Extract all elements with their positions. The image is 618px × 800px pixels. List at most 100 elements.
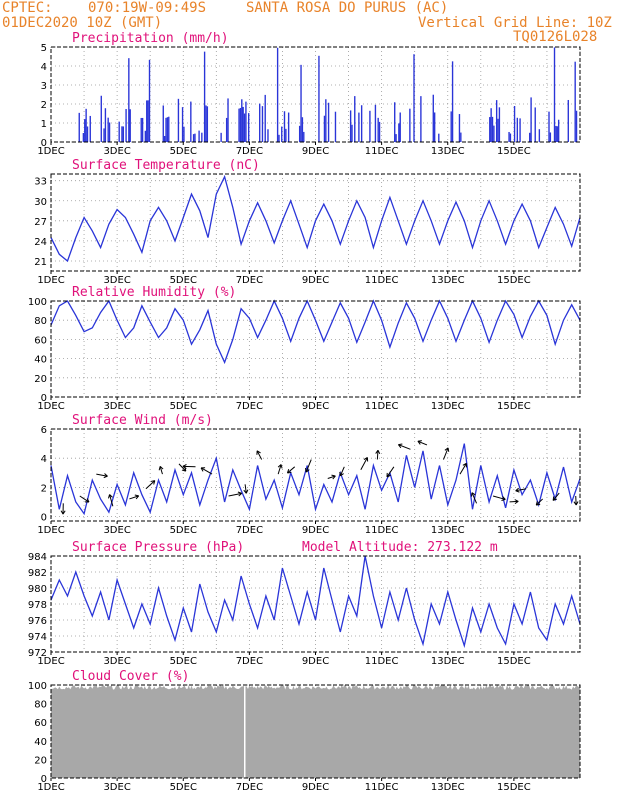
precip-bar xyxy=(206,106,209,142)
y-tick-label: 40 xyxy=(34,355,47,366)
y-tick-label: 40 xyxy=(34,737,47,748)
precip-bar xyxy=(241,99,243,142)
precip-bar xyxy=(377,117,379,142)
wind-arrow xyxy=(109,494,114,507)
x-tick-label: 11DEC xyxy=(365,782,399,793)
precip-bar xyxy=(516,117,519,142)
precip-bar xyxy=(183,126,185,142)
wind-arrow xyxy=(492,495,506,500)
wind-arrow xyxy=(417,440,428,446)
precip-bar xyxy=(264,94,266,142)
panel-title-3: Surface Wind (m/s) xyxy=(72,413,213,428)
y-tick-label: 980 xyxy=(28,584,47,595)
precip-bar xyxy=(147,100,149,142)
precip-bar xyxy=(451,61,454,142)
precip-bar xyxy=(245,101,247,142)
precip-bar xyxy=(261,106,264,142)
x-tick-label: 9DEC xyxy=(302,656,329,667)
wind-arrowhead xyxy=(305,468,310,473)
wind-arrowhead xyxy=(108,494,113,499)
y-tick-label: 80 xyxy=(34,700,47,711)
precip-bar xyxy=(553,47,556,142)
precip-bar xyxy=(141,117,144,142)
precip-bar xyxy=(162,105,164,142)
wind-arrowhead xyxy=(375,449,381,455)
precip-bar xyxy=(285,128,287,142)
x-tick-label: 13DEC xyxy=(431,275,465,286)
series-line-2 xyxy=(50,299,581,365)
x-tick-label: 7DEC xyxy=(236,275,263,286)
wind-arrowhead xyxy=(470,492,476,497)
x-tick-label: 7DEC xyxy=(236,401,263,412)
x-tick-label: 11DEC xyxy=(365,275,399,286)
panel-title-4: Surface Pressure (hPa) xyxy=(72,540,244,555)
wind-arrow xyxy=(129,495,139,500)
precip-bar xyxy=(530,97,532,142)
precip-bar xyxy=(549,132,552,142)
precip-bar xyxy=(509,133,512,142)
precip-bar xyxy=(225,117,228,142)
precip-bar xyxy=(267,129,269,142)
y-tick-label: 0 xyxy=(41,513,47,524)
precip-bar xyxy=(489,117,491,142)
precip-bar xyxy=(148,59,151,142)
precip-bar xyxy=(201,132,203,142)
x-tick-label: 5DEC xyxy=(170,656,197,667)
wind-arrowhead xyxy=(277,464,283,469)
y-tick-label: 0 xyxy=(41,138,47,149)
precip-bar xyxy=(168,116,170,142)
precip-bar xyxy=(351,124,353,142)
precip-bar xyxy=(287,112,290,142)
panel-subtitle-4: Model Altitude: 273.122 m xyxy=(302,540,498,555)
wind-arrowhead xyxy=(573,501,579,506)
wind-arrowhead xyxy=(60,510,66,515)
precip-bar xyxy=(107,117,109,142)
x-tick-label: 1DEC xyxy=(37,782,64,793)
wind-arrow xyxy=(305,459,312,473)
x-tick-label: 3DEC xyxy=(103,401,130,412)
precip-bar xyxy=(104,108,107,142)
wind-arrow xyxy=(228,492,242,497)
precip-bar xyxy=(259,103,261,142)
precip-bar xyxy=(118,121,120,142)
precip-bar xyxy=(508,131,510,142)
y-tick-label: 20 xyxy=(34,374,47,385)
x-tick-label: 11DEC xyxy=(365,401,399,412)
wind-arrowhead xyxy=(398,443,403,449)
x-tick-label: 11DEC xyxy=(365,146,399,157)
precip-bar xyxy=(354,96,356,142)
precip-bar xyxy=(192,134,195,142)
precip-bar xyxy=(128,58,130,143)
y-tick-label: 2 xyxy=(41,483,47,494)
precip-bar xyxy=(413,54,415,142)
x-tick-label: 3DEC xyxy=(103,782,130,793)
x-tick-label: 7DEC xyxy=(236,146,263,157)
y-tick-label: 30 xyxy=(34,197,47,208)
precip-bar xyxy=(495,100,498,142)
y-tick-label: 21 xyxy=(34,257,47,268)
wind-arrow xyxy=(287,466,296,474)
x-tick-label: 1DEC xyxy=(37,656,64,667)
wind-arrowhead xyxy=(552,496,558,501)
y-tick-label: 0 xyxy=(41,774,47,785)
x-tick-label: 9DEC xyxy=(302,401,329,412)
precip-bar xyxy=(144,130,147,142)
wind-arrowhead xyxy=(386,472,391,478)
wind-arrow xyxy=(376,450,379,460)
wind-arrow xyxy=(535,498,544,506)
wind-arrowhead xyxy=(243,489,249,494)
panel-frame xyxy=(50,684,581,779)
precip-bar xyxy=(181,107,184,142)
wind-arrow xyxy=(398,444,411,450)
wind-arrowhead xyxy=(286,468,292,474)
wind-arrow xyxy=(443,447,449,460)
x-tick-label: 11DEC xyxy=(365,656,399,667)
y-tick-label: 976 xyxy=(28,616,47,627)
wind-arrow xyxy=(79,495,90,503)
wind-arrowhead xyxy=(331,474,336,480)
x-tick-label: 15DEC xyxy=(497,782,531,793)
precip-bar xyxy=(278,134,280,142)
precip-bar xyxy=(122,126,125,142)
wind-arrow xyxy=(145,480,156,490)
